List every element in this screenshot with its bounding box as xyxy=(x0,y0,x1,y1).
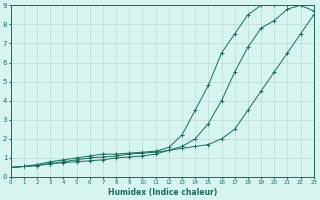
X-axis label: Humidex (Indice chaleur): Humidex (Indice chaleur) xyxy=(108,188,217,197)
